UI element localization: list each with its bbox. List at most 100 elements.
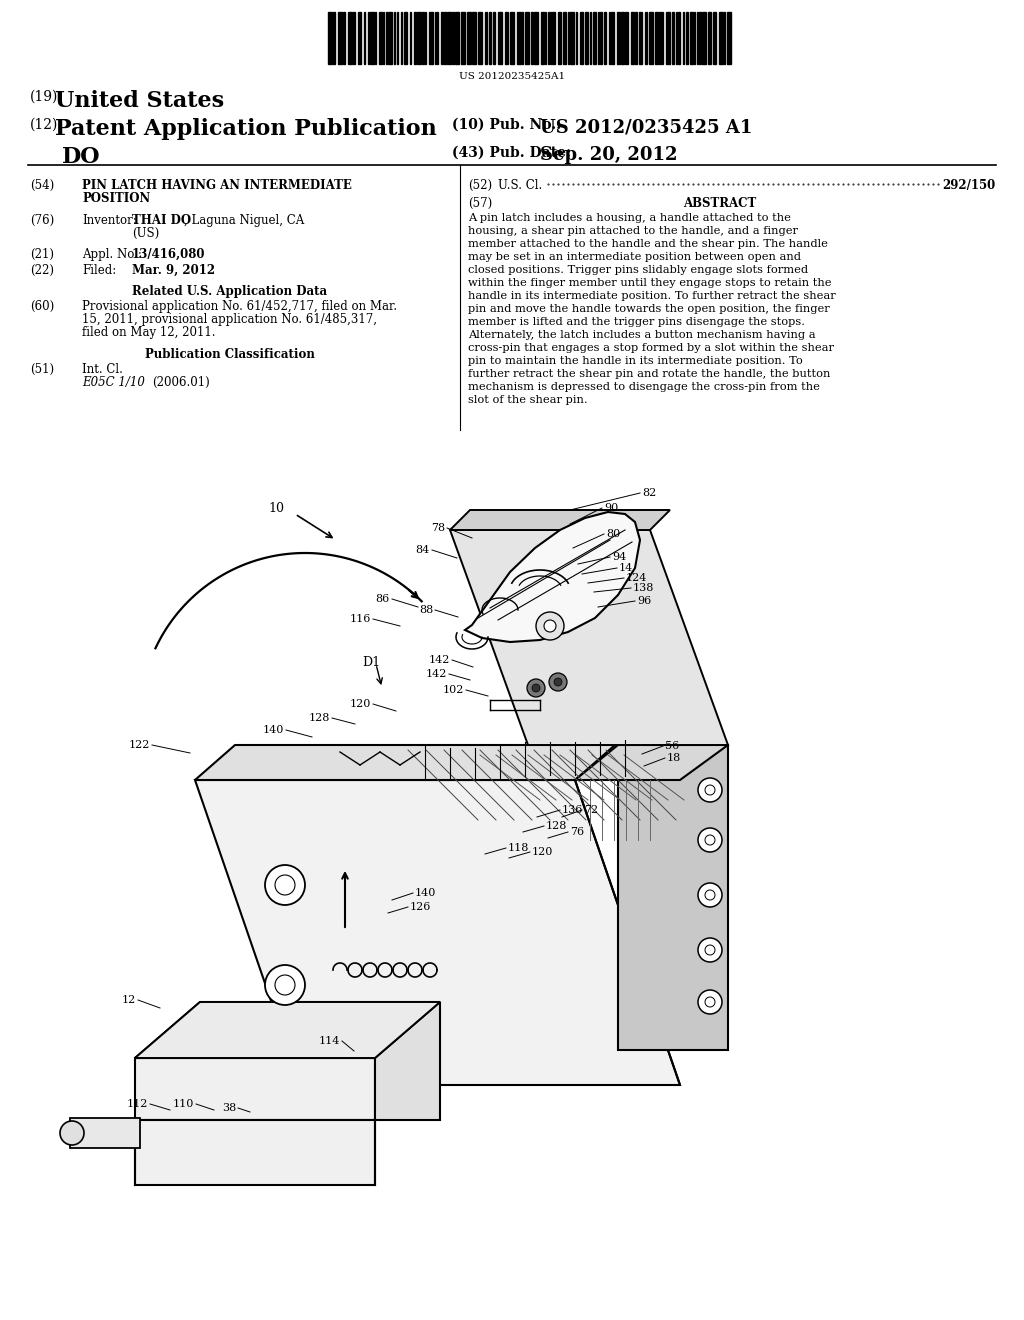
Text: POSITION: POSITION	[82, 191, 151, 205]
Bar	[690, 12, 693, 63]
Text: housing, a shear pin attached to the handle, and a finger: housing, a shear pin attached to the han…	[468, 226, 798, 236]
Text: (57): (57)	[468, 197, 493, 210]
Text: (51): (51)	[30, 363, 54, 376]
Text: US 20120235425A1: US 20120235425A1	[459, 73, 565, 81]
Bar	[444, 12, 446, 63]
Text: 15, 2011, provisional application No. 61/485,317,: 15, 2011, provisional application No. 61…	[82, 313, 377, 326]
Bar	[441, 12, 443, 63]
Bar	[699, 12, 701, 63]
Text: may be set in an intermediate position between open and: may be set in an intermediate position b…	[468, 252, 801, 261]
Text: U.S. Cl.: U.S. Cl.	[498, 180, 543, 191]
Bar	[708, 12, 711, 63]
Bar	[678, 12, 680, 63]
Circle shape	[698, 777, 722, 803]
Text: (2006.01): (2006.01)	[152, 376, 210, 389]
Text: (US): (US)	[132, 227, 160, 240]
Text: (22): (22)	[30, 264, 54, 277]
Text: (12): (12)	[30, 117, 58, 132]
Bar	[713, 12, 716, 63]
Circle shape	[536, 612, 564, 640]
Text: Patent Application Publication: Patent Application Publication	[55, 117, 437, 140]
Text: 18: 18	[667, 752, 681, 763]
Text: mechanism is depressed to disengage the cross-pin from the: mechanism is depressed to disengage the …	[468, 381, 820, 392]
Circle shape	[527, 678, 545, 697]
Text: Mar. 9, 2012: Mar. 9, 2012	[132, 264, 215, 277]
Text: further retract the shear pin and rotate the handle, the button: further retract the shear pin and rotate…	[468, 370, 830, 379]
Bar	[429, 12, 433, 63]
Bar	[585, 12, 588, 63]
Circle shape	[705, 890, 715, 900]
Bar	[328, 12, 332, 63]
Text: E05C 1/10: E05C 1/10	[82, 376, 144, 389]
Text: Inventor:: Inventor:	[82, 214, 137, 227]
Text: member is lifted and the trigger pins disengage the stops.: member is lifted and the trigger pins di…	[468, 317, 805, 327]
Circle shape	[265, 965, 305, 1005]
Text: US 2012/0235425 A1: US 2012/0235425 A1	[540, 117, 753, 136]
Text: Int. Cl.: Int. Cl.	[82, 363, 123, 376]
Bar	[478, 12, 482, 63]
Text: 128: 128	[308, 713, 330, 723]
Text: (43) Pub. Date:: (43) Pub. Date:	[452, 147, 571, 160]
Text: ABSTRACT: ABSTRACT	[683, 197, 757, 210]
Text: 90: 90	[604, 503, 618, 513]
Text: 56: 56	[665, 741, 679, 751]
Text: 76: 76	[570, 828, 584, 837]
Bar	[467, 12, 471, 63]
Text: 120: 120	[532, 847, 553, 857]
Circle shape	[275, 875, 295, 895]
Polygon shape	[135, 1119, 375, 1185]
Polygon shape	[618, 744, 728, 1049]
Bar	[358, 12, 361, 63]
Text: (19): (19)	[30, 90, 58, 104]
Text: 120: 120	[349, 700, 371, 709]
Bar	[702, 12, 706, 63]
Bar	[343, 12, 345, 63]
Text: within the finger member until they engage stops to retain the: within the finger member until they enga…	[468, 279, 831, 288]
Text: 126: 126	[410, 902, 431, 912]
Bar	[485, 12, 487, 63]
Text: pin and move the handle towards the open position, the finger: pin and move the handle towards the open…	[468, 304, 829, 314]
Text: 118: 118	[508, 843, 529, 853]
Polygon shape	[195, 780, 680, 1085]
Bar	[353, 12, 355, 63]
Text: Publication Classification: Publication Classification	[145, 348, 315, 360]
Bar	[719, 12, 723, 63]
Text: 142: 142	[429, 655, 450, 665]
Bar	[655, 12, 658, 63]
Bar	[686, 12, 688, 63]
Text: 140: 140	[415, 888, 436, 898]
Text: cross-pin that engages a stop formed by a slot within the shear: cross-pin that engages a stop formed by …	[468, 343, 834, 352]
Circle shape	[265, 865, 305, 906]
Text: 128: 128	[546, 821, 567, 832]
Text: Related U.S. Application Data: Related U.S. Application Data	[132, 285, 328, 298]
Text: 86: 86	[376, 594, 390, 605]
Circle shape	[705, 836, 715, 845]
Text: THAI DO: THAI DO	[132, 214, 191, 227]
Text: A pin latch includes a housing, a handle attached to the: A pin latch includes a housing, a handle…	[468, 213, 791, 223]
Bar	[452, 12, 454, 63]
Text: (21): (21)	[30, 248, 54, 261]
Text: United States: United States	[55, 90, 224, 112]
Text: member attached to the handle and the shear pin. The handle: member attached to the handle and the sh…	[468, 239, 827, 249]
Text: 122: 122	[129, 741, 150, 750]
Bar	[472, 12, 476, 63]
Text: (52): (52)	[468, 180, 493, 191]
Text: Appl. No.:: Appl. No.:	[82, 248, 142, 261]
Text: closed positions. Trigger pins slidably engage slots formed: closed positions. Trigger pins slidably …	[468, 265, 808, 275]
Circle shape	[532, 684, 540, 692]
Circle shape	[705, 997, 715, 1007]
Text: Provisional application No. 61/452,717, filed on Mar.: Provisional application No. 61/452,717, …	[82, 300, 397, 313]
Polygon shape	[375, 1002, 440, 1119]
Circle shape	[705, 785, 715, 795]
Circle shape	[554, 678, 562, 686]
Bar	[558, 12, 561, 63]
Text: 78: 78	[431, 523, 445, 533]
Bar	[593, 12, 596, 63]
Bar	[541, 12, 544, 63]
Text: 13/416,080: 13/416,080	[132, 248, 206, 261]
Text: slot of the shear pin.: slot of the shear pin.	[468, 395, 588, 405]
Polygon shape	[135, 1059, 375, 1119]
Bar	[525, 12, 529, 63]
Bar	[447, 12, 451, 63]
Bar	[333, 12, 335, 63]
